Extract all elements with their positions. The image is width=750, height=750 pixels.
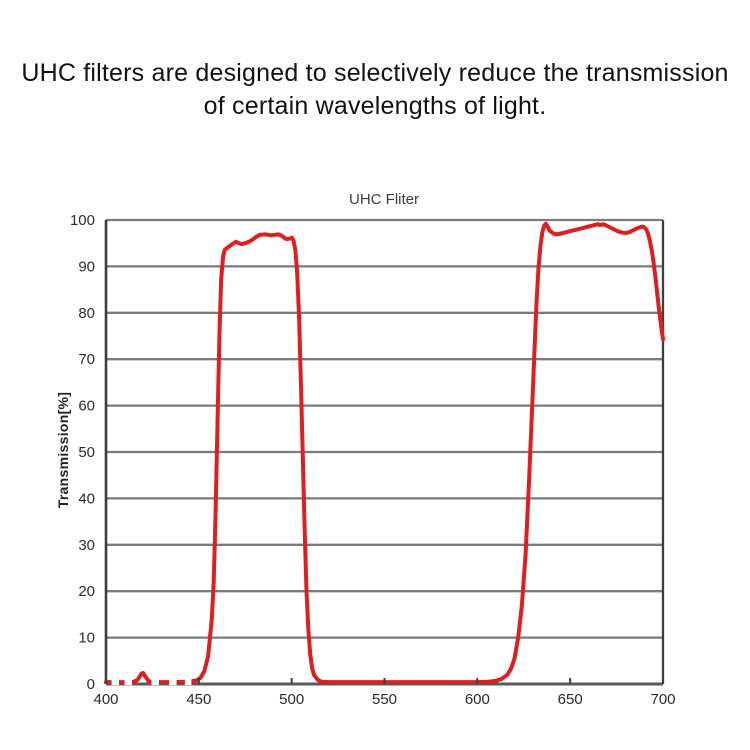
y-tick-label: 100 (70, 212, 95, 229)
y-tick-label: 50 (78, 444, 95, 461)
x-tick-label: 700 (650, 691, 675, 708)
chart-title: UHC Fliter (349, 191, 419, 208)
y-tick-label: 20 (78, 583, 95, 600)
baseline-gap (184, 678, 192, 686)
y-tick-label: 30 (78, 537, 95, 554)
baseline-gap (169, 678, 177, 686)
y-tick-label: 40 (78, 490, 95, 507)
heading-line-1: UHC filters are designed to selectively … (21, 59, 729, 87)
axis-ticks: 400 450 500 550 600 650 700 0 10 20 30 40 50 60 70 80 90… (70, 212, 676, 708)
x-tick-label: 400 (93, 691, 118, 708)
gridlines (104, 218, 665, 686)
baseline-gap (124, 678, 132, 686)
x-tick-label: 550 (372, 691, 397, 708)
page-heading: UHC filters are designed to selectively … (0, 57, 750, 123)
transmission-curve (104, 221, 665, 686)
y-tick-label: 10 (78, 630, 95, 647)
y-tick-label: 0 (87, 676, 95, 693)
y-tick-label: 70 (78, 351, 95, 368)
x-tick-label: 500 (279, 691, 304, 708)
y-axis-label: Transmission[%] (55, 392, 71, 509)
y-tick-label: 60 (78, 398, 95, 415)
baseline-gap (151, 678, 159, 686)
transmission-line (104, 221, 665, 685)
x-tick-label: 600 (465, 691, 490, 708)
baseline-gap (111, 678, 119, 686)
y-tick-label: 80 (78, 305, 95, 322)
x-tick-label: 450 (186, 691, 211, 708)
x-tick-label: 650 (558, 691, 583, 708)
y-tick-label: 90 (78, 258, 95, 275)
heading-line-2: of certain wavelengths of light. (203, 92, 547, 120)
